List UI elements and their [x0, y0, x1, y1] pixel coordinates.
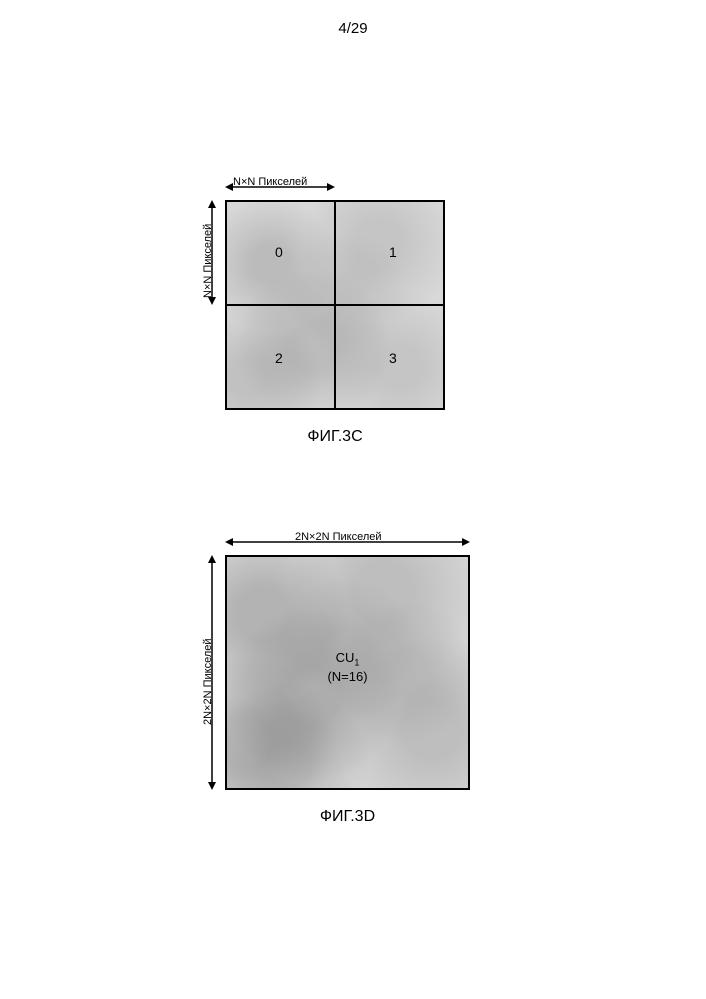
fig3c-cell-2: 2: [275, 350, 283, 366]
fig3c-dim-left-label: N×N Пикселей: [202, 224, 214, 298]
figure-3c: N×N Пикселей N×N Пикселей 0 1 2 3 ФИГ.3C: [225, 200, 445, 446]
fig3c-cell-3: 3: [389, 350, 397, 366]
fig3c-caption: ФИГ.3C: [225, 428, 445, 446]
figure-3d: 2N×2N Пикселей 2N×2N Пикселей CU1 (N=16)…: [225, 555, 470, 826]
fig3c-box-container: N×N Пикселей N×N Пикселей 0 1 2 3: [225, 200, 445, 410]
fig3d-box-container: 2N×2N Пикселей 2N×2N Пикселей CU1 (N=16): [225, 555, 470, 790]
fig3c-quad-box: 0 1 2 3: [225, 200, 445, 410]
fig3c-dim-top: N×N Пикселей: [225, 178, 335, 195]
fig3c-cell-0: 0: [275, 244, 283, 260]
fig3c-cell-1: 1: [389, 244, 397, 260]
fig3d-center-label: CU1 (N=16): [327, 650, 367, 686]
fig3d-dim-top-label: 2N×2N Пикселей: [295, 531, 382, 543]
fig3d-single-box: CU1 (N=16): [225, 555, 470, 790]
fig3c-hline: [227, 304, 443, 306]
fig3d-dim-left-label: 2N×2N Пикселей: [202, 638, 214, 725]
fig3d-cu-sub: 1: [354, 657, 359, 667]
page-number: 4/29: [0, 20, 706, 37]
fig3c-dim-top-label: N×N Пикселей: [233, 176, 307, 188]
fig3d-dim-top: 2N×2N Пикселей: [225, 533, 470, 550]
fig3d-cu-text: CU: [336, 650, 355, 665]
fig3d-caption: ФИГ.3D: [225, 808, 470, 826]
fig3d-n-text: (N=16): [327, 669, 367, 684]
